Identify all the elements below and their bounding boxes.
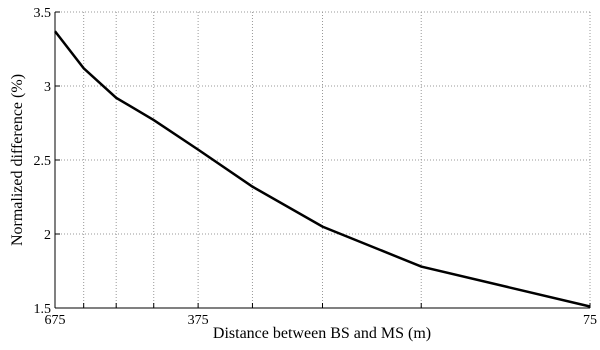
x-tick-label: 75 [583, 313, 597, 328]
line-series [54, 30, 591, 308]
y-tick-label: 2 [44, 228, 51, 243]
y-axis-label: Normalized difference (%) [9, 74, 26, 246]
x-tick-label: 675 [45, 313, 66, 328]
y-tick-label: 2.5 [34, 154, 52, 169]
y-tick-label: 1.5 [34, 302, 52, 317]
x-tick-label: 375 [188, 313, 209, 328]
x-axis-label: Distance between BS and MS (m) [213, 325, 431, 342]
y-tick-label: 3.5 [34, 6, 52, 21]
y-tick-label: 3 [44, 80, 51, 95]
